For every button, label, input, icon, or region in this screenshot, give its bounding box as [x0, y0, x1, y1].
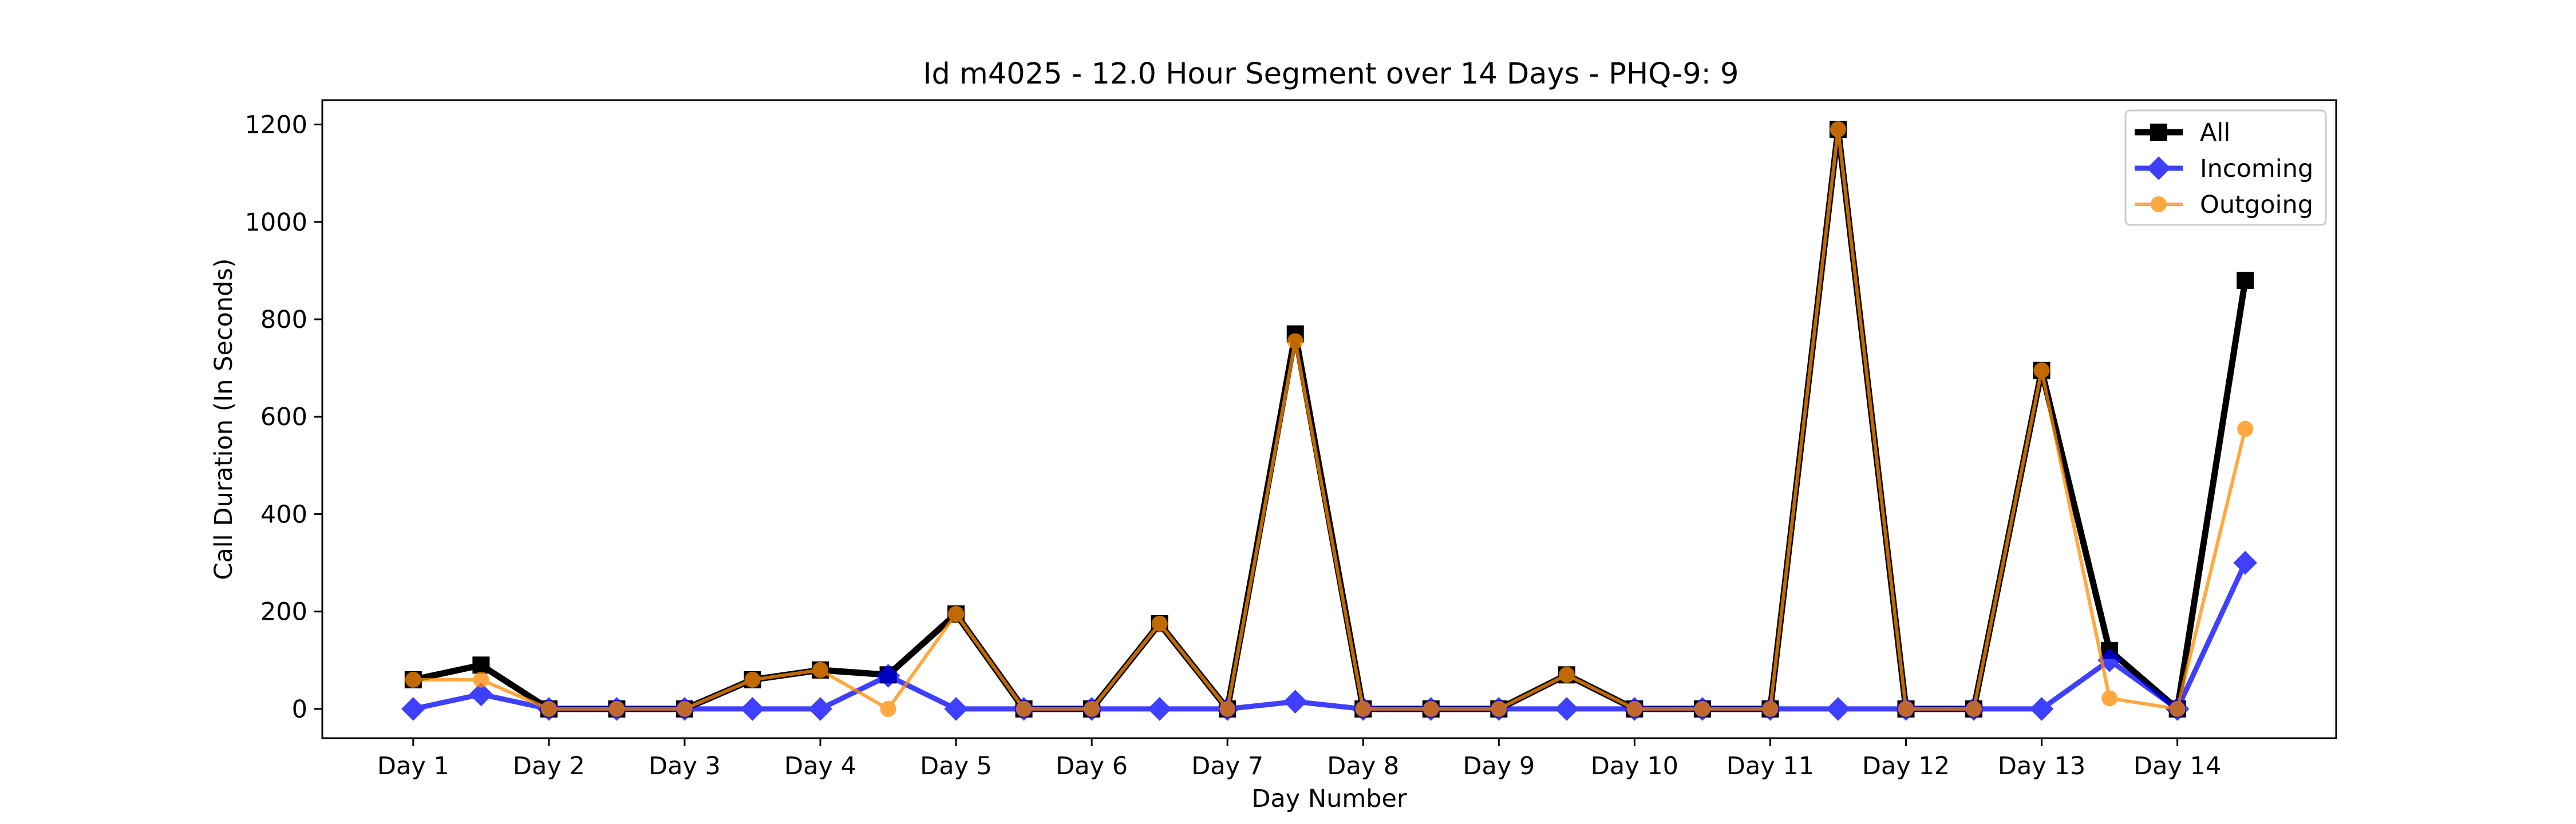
data-point-outgoing — [1084, 700, 1100, 717]
legend-box — [2124, 109, 2327, 226]
legend-entry-outgoing — [2135, 196, 2183, 212]
x-tick-label: Day 7 — [1191, 752, 1263, 781]
data-point-incoming — [1555, 697, 1579, 721]
data-point-outgoing — [1830, 121, 1846, 138]
data-point-outgoing — [1287, 333, 1303, 350]
plot-area — [401, 121, 2257, 721]
legend-label-outgoing: Outgoing — [2200, 191, 2313, 219]
data-point-incoming — [808, 697, 832, 721]
data-point-outgoing — [1898, 700, 1914, 717]
x-tick-label: Day 9 — [1463, 752, 1535, 781]
data-point-incoming — [740, 697, 765, 721]
data-point-outgoing — [2169, 700, 2186, 717]
data-point-outgoing — [812, 661, 829, 678]
series-line-outgoing — [413, 129, 2247, 713]
chart-title: Id m4025 - 12.0 Hour Segment over 14 Day… — [923, 57, 1739, 91]
x-axis-label: Day Number — [1251, 785, 1407, 813]
data-point-outgoing — [609, 700, 625, 717]
data-point-all — [2237, 271, 2254, 289]
x-tick-label: Day 3 — [649, 752, 721, 781]
data-point-outgoing — [880, 700, 896, 717]
x-tick-label: Day 11 — [1726, 752, 1814, 781]
y-tick-label: 1200 — [245, 111, 307, 140]
data-point-incoming — [1283, 690, 1307, 714]
data-point-incoming — [469, 682, 493, 707]
legend-label-all: All — [2200, 118, 2230, 147]
data-point-incoming — [1147, 697, 1172, 721]
x-tick-label: Day 5 — [920, 752, 992, 781]
x-tick-label: Day 2 — [513, 752, 585, 781]
y-axis-label: Call Duration (In Seconds) — [210, 258, 238, 580]
series-outgoing — [405, 121, 2254, 717]
data-point-incoming — [944, 697, 968, 721]
x-tick-label: Day 4 — [784, 752, 856, 781]
data-point-outgoing — [1355, 700, 1372, 717]
data-point-outgoing — [540, 700, 557, 717]
x-tick-label: Day 12 — [1862, 752, 1950, 781]
legend-label-incoming: Incoming — [2200, 154, 2313, 183]
x-tick-label: Day 6 — [1056, 752, 1128, 781]
x-tick-label: Day 8 — [1327, 752, 1399, 781]
x-tick-label: Day 14 — [2134, 752, 2221, 781]
legend-marker-outgoing — [2151, 196, 2167, 212]
data-point-outgoing — [1626, 700, 1643, 717]
data-point-outgoing — [1558, 667, 1575, 683]
y-tick-label: 800 — [260, 306, 307, 334]
data-point-incoming — [2029, 697, 2054, 721]
data-point-incoming — [876, 664, 900, 688]
data-point-outgoing — [1694, 700, 1710, 717]
data-point-outgoing — [2033, 362, 2050, 379]
data-point-outgoing — [405, 671, 421, 688]
data-point-outgoing — [2101, 690, 2118, 707]
data-point-outgoing — [676, 700, 693, 717]
legend: All Incoming Outgoing — [2124, 109, 2327, 226]
legend-entry-all — [2135, 124, 2183, 141]
data-point-outgoing — [1219, 700, 1236, 717]
y-tick-label: 0 — [292, 695, 307, 724]
data-point-outgoing — [1423, 700, 1439, 717]
data-point-outgoing — [948, 605, 965, 622]
data-point-incoming — [1826, 697, 1850, 721]
x-tick-label: Day 1 — [377, 752, 449, 781]
y-tick-label: 200 — [260, 598, 307, 627]
data-point-outgoing — [1016, 700, 1032, 717]
data-point-outgoing — [1762, 700, 1779, 717]
data-point-outgoing — [1966, 700, 1982, 717]
x-tick-label: Day 10 — [1591, 752, 1678, 781]
data-point-outgoing — [473, 671, 489, 688]
data-point-outgoing — [1151, 615, 1168, 632]
legend-marker-incoming — [2147, 156, 2171, 180]
legend-entry-incoming — [2135, 156, 2183, 180]
axes: Day 1 Day 2 Day 3 Day 4 Day 5 Day 6 Day 7 Day 8… — [245, 111, 2222, 781]
data-point-incoming — [401, 697, 425, 721]
y-tick-label: 1000 — [245, 208, 307, 237]
legend-marker-all — [2150, 124, 2167, 141]
data-point-incoming — [2233, 550, 2257, 575]
plot-frame — [321, 99, 2337, 739]
y-tick-label: 600 — [260, 403, 307, 431]
data-point-outgoing — [1491, 700, 1507, 717]
y-tick-label: 400 — [260, 500, 307, 529]
data-point-outgoing — [744, 671, 761, 688]
data-point-all — [472, 656, 490, 674]
x-tick-label: Day 13 — [1998, 752, 2085, 781]
data-point-outgoing — [2237, 421, 2254, 437]
